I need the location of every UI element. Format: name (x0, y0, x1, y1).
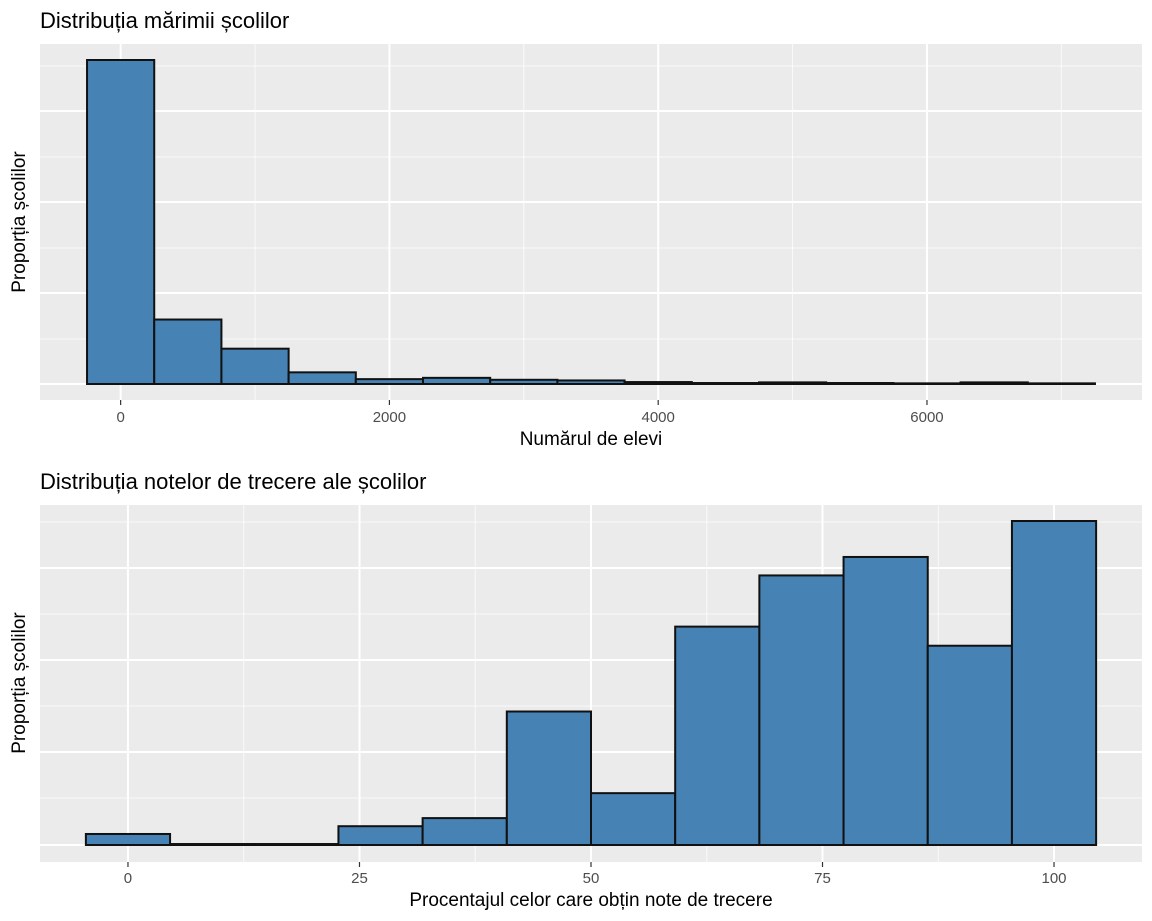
school-size-bar-4 (354, 378, 425, 386)
school-size-bar-10 (757, 381, 828, 386)
passing-grades-x-axis-title: Procentajul celor care obțin note de tre… (409, 890, 772, 911)
school-size-chart-title: Distribuția mărimii școlilor (40, 8, 289, 33)
passing-grades-bar-6 (590, 792, 677, 846)
school-size-bar-7 (556, 379, 626, 386)
school-size-bar-12 (892, 382, 962, 385)
school-size-bar-0 (86, 59, 156, 385)
school-size-bar-8 (623, 381, 693, 385)
passing-grades-bar-9 (842, 555, 929, 846)
school-size-bar-13 (959, 381, 1029, 386)
passing-grades-bar-8 (758, 574, 845, 846)
passing-grades-chart: Distribuția notelor de trecere ale școli… (9, 469, 1142, 911)
school-size-chart: Distribuția mărimii școlilor 0 2000 4000 60… (9, 8, 1142, 450)
school-size-bar-11 (825, 382, 895, 386)
passing-grades-y-axis-title: Proporția școlilor (9, 612, 30, 754)
school-size-x-tick-label-0: 0 (116, 409, 124, 426)
school-size-bar-9 (690, 382, 760, 386)
school-size-bar-14 (1026, 382, 1096, 385)
passing-grades-bar-7 (674, 625, 761, 847)
passing-grades-bar-11 (1010, 520, 1098, 846)
passing-grades-chart-title: Distribuția notelor de trecere ale școli… (40, 469, 426, 494)
passing-grades-x-tick-label-1: 25 (351, 870, 368, 887)
passing-grades-x-tick-label-3: 75 (814, 870, 831, 887)
passing-grades-bar-1 (169, 843, 256, 847)
school-size-plot-panel (40, 44, 1142, 400)
school-size-bar-3 (287, 371, 357, 385)
school-size-bars (86, 59, 1096, 386)
school-size-x-tick-label-2: 4000 (642, 409, 675, 426)
school-size-bar-1 (153, 318, 223, 385)
passing-grades-x-tick-label-0: 0 (124, 870, 132, 887)
passing-grades-bar-10 (926, 644, 1013, 846)
school-size-y-axis-title: Proporția școlilor (9, 151, 30, 293)
school-size-bar-2 (220, 347, 290, 385)
school-size-x-axis-title: Numărul de elevi (520, 429, 663, 450)
school-size-x-tick-label-1: 2000 (373, 409, 406, 426)
passing-grades-x-tick-label-2: 50 (583, 870, 600, 887)
school-size-x-tick-label-3: 6000 (910, 409, 943, 426)
school-size-bar-5 (422, 376, 492, 385)
passing-grades-x-tick-label-4: 100 (1042, 870, 1067, 887)
school-size-bar-6 (489, 378, 559, 385)
passing-grades-bar-5 (505, 710, 592, 847)
passing-grades-bar-0 (84, 832, 172, 847)
passing-grades-bar-2 (253, 843, 340, 847)
passing-grades-x-axis: 0 25 50 75 100 (124, 862, 1067, 887)
school-size-gridlines (40, 44, 1142, 400)
school-size-x-axis: 0 2000 4000 6000 (116, 400, 944, 426)
passing-grades-bar-3 (337, 825, 424, 847)
passing-grades-bar-4 (421, 817, 508, 846)
passing-grades-bars (84, 520, 1098, 847)
